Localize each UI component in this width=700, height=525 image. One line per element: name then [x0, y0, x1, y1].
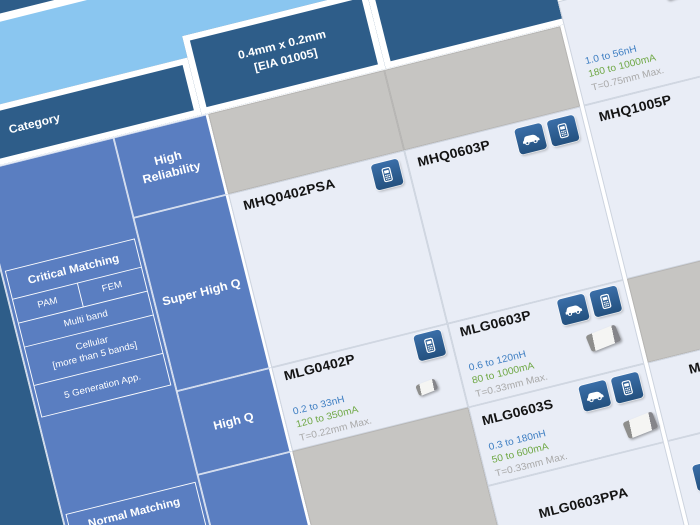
product-cell-mlg0603p[interactable]: MLG0603P 0.6 to 120nH 80 to 1000mA T=0.3… [447, 279, 645, 408]
automotive-icon [513, 122, 548, 155]
mobile-icon [589, 285, 623, 318]
mobile-icon [691, 459, 700, 492]
chip-photo [415, 378, 439, 397]
product-name: MLG0603PPA [537, 485, 630, 522]
chip-photo [660, 0, 697, 1]
mobile-icon [370, 158, 404, 191]
product-name: M [687, 359, 700, 378]
product-cell-mhq0603p[interactable]: MHQ0603P [404, 106, 624, 324]
product-specs: 1.0 to 56nH 180 to 1000mA T=0.75mm Max. [583, 43, 666, 93]
mobile-icon [546, 114, 580, 147]
automotive-icon [578, 379, 612, 412]
chip-photo [585, 324, 622, 353]
category-header-label: Category [7, 110, 62, 137]
product-name: MLG0603S [480, 396, 555, 429]
product-cell-mlg0402p[interactable]: MLG0402P 0.2 to 33nH 120 to 350mA T=0.22… [271, 323, 469, 452]
normal-matching-title: Normal Matching [86, 495, 182, 525]
product-cell-mlg0603s[interactable]: MLG0603S 0.3 to 180nH 50 to 600mA T=0.33… [468, 363, 664, 486]
mobile-icon [413, 329, 447, 362]
chip-photo [622, 411, 659, 440]
product-cell-mhq0402psa[interactable]: MHQ0402PSA [228, 150, 448, 368]
automotive-icon [556, 293, 590, 326]
mobile-icon [610, 371, 644, 404]
